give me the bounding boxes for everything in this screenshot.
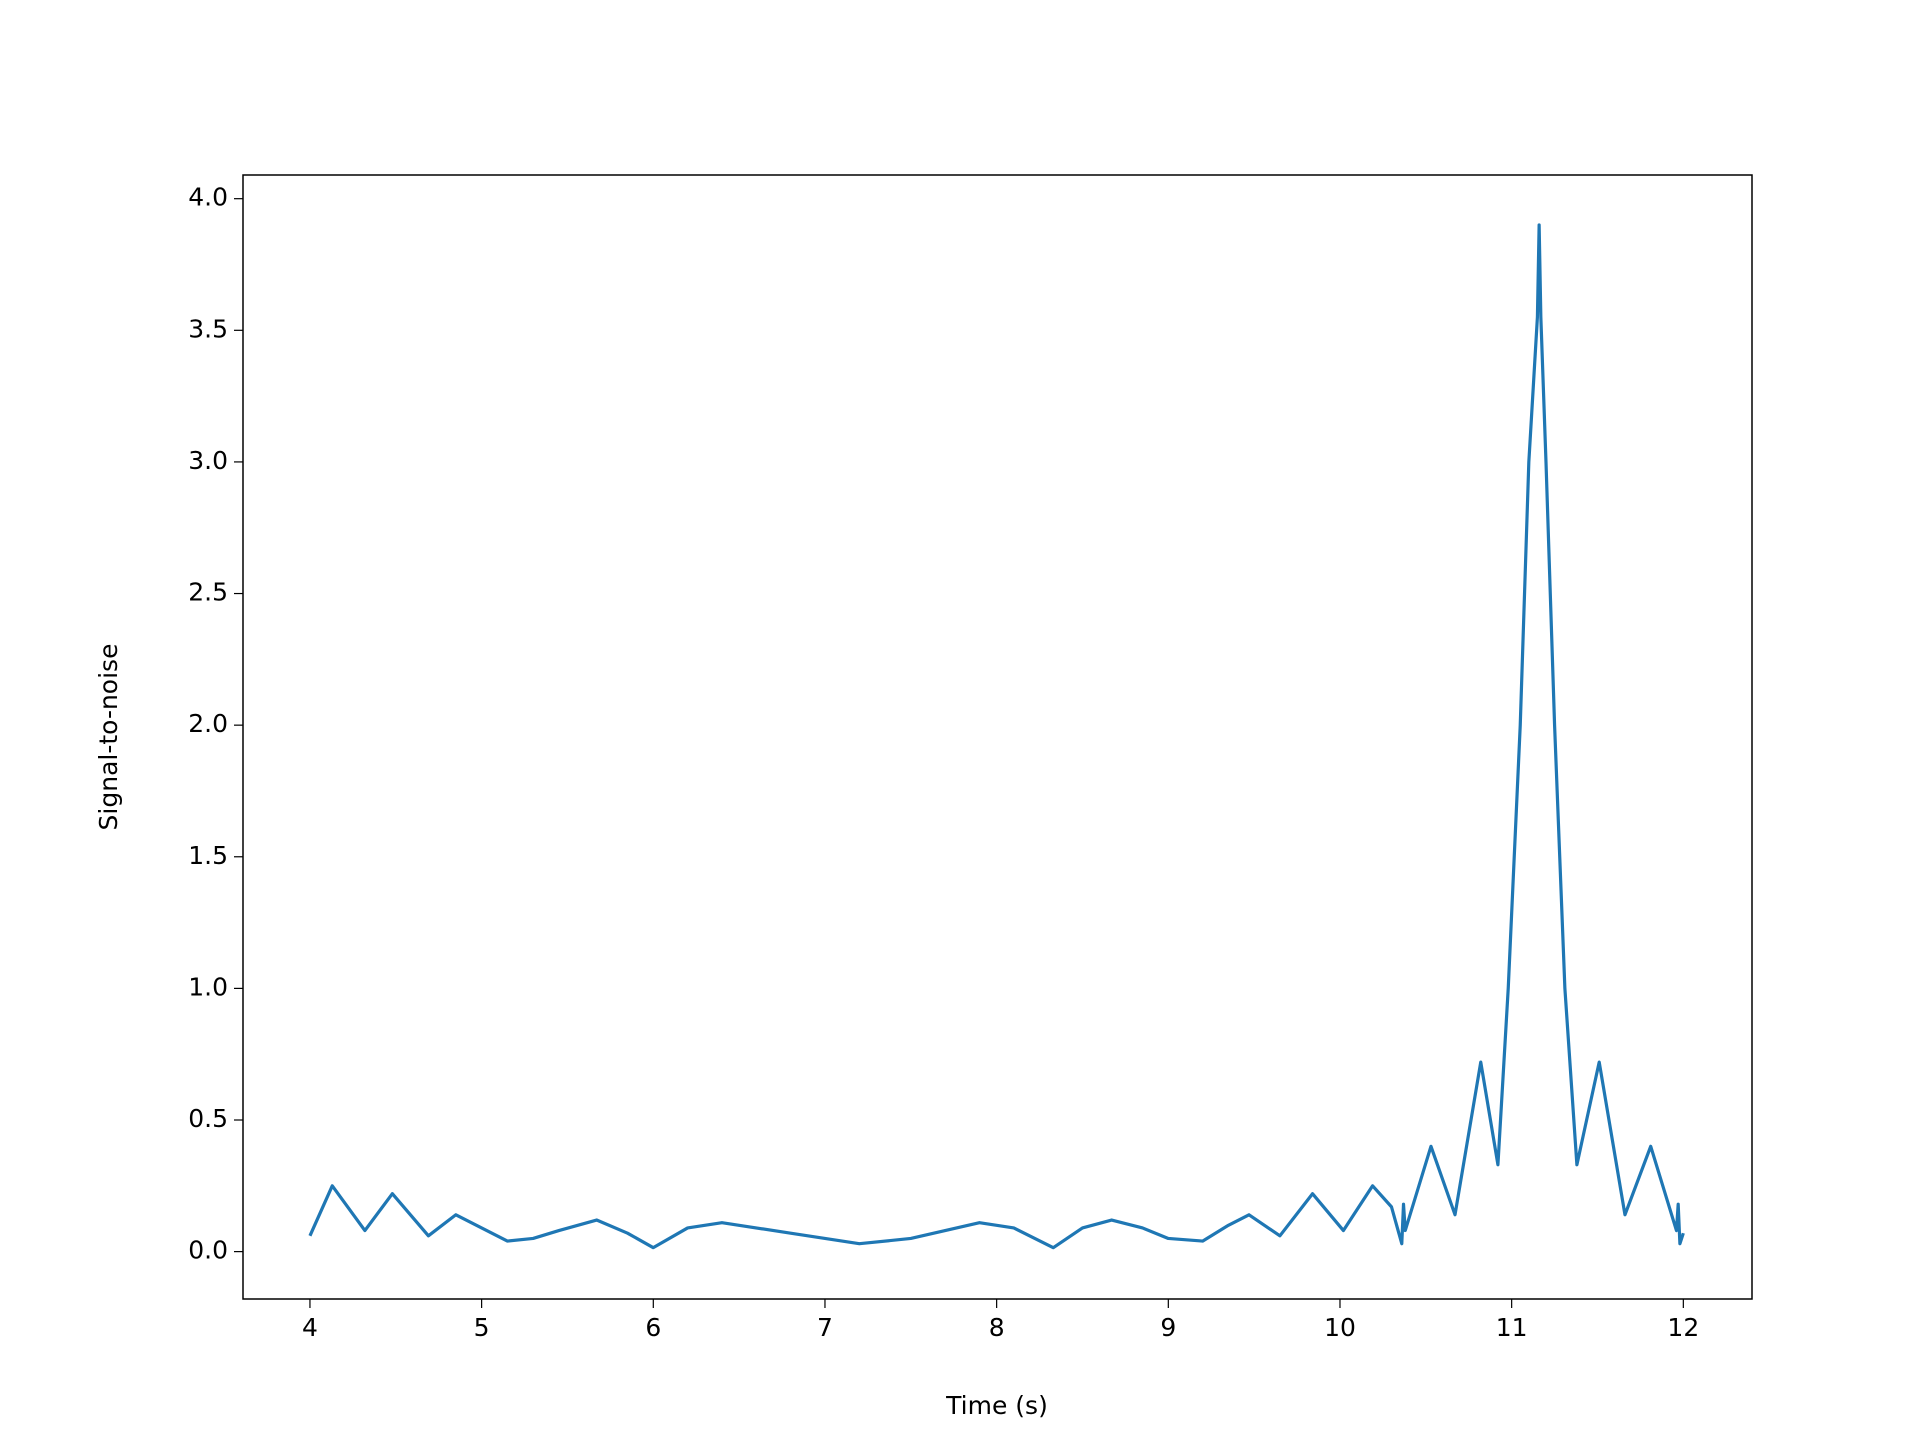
- y-tick-label: 3.5: [188, 314, 228, 343]
- x-tick-label: 9: [1160, 1313, 1176, 1342]
- x-tick-label: 4: [302, 1313, 318, 1342]
- x-tick-label: 6: [645, 1313, 661, 1342]
- x-tick-label: 8: [989, 1313, 1005, 1342]
- y-tick-label: 2.5: [188, 578, 228, 607]
- y-axis-label: Signal-to-noise: [94, 644, 123, 831]
- y-tick-label: 2.0: [188, 709, 228, 738]
- x-tick-label: 10: [1324, 1313, 1356, 1342]
- x-tick-label: 7: [817, 1313, 833, 1342]
- x-axis-label: Time (s): [945, 1391, 1048, 1420]
- line-series: [308, 223, 1685, 1250]
- y-tick-label: 3.0: [188, 446, 228, 475]
- y-tick-label: 0.5: [188, 1104, 228, 1133]
- x-tick-label: 12: [1667, 1313, 1699, 1342]
- y-tick-label: 1.5: [188, 841, 228, 870]
- y-tick-label: 0.0: [188, 1236, 228, 1265]
- y-tick-label: 4.0: [188, 183, 228, 212]
- x-tick-label: 5: [474, 1313, 490, 1342]
- plot-frame: [242, 174, 1753, 1300]
- x-tick-label: 11: [1496, 1313, 1528, 1342]
- y-tick-label: 1.0: [188, 972, 228, 1001]
